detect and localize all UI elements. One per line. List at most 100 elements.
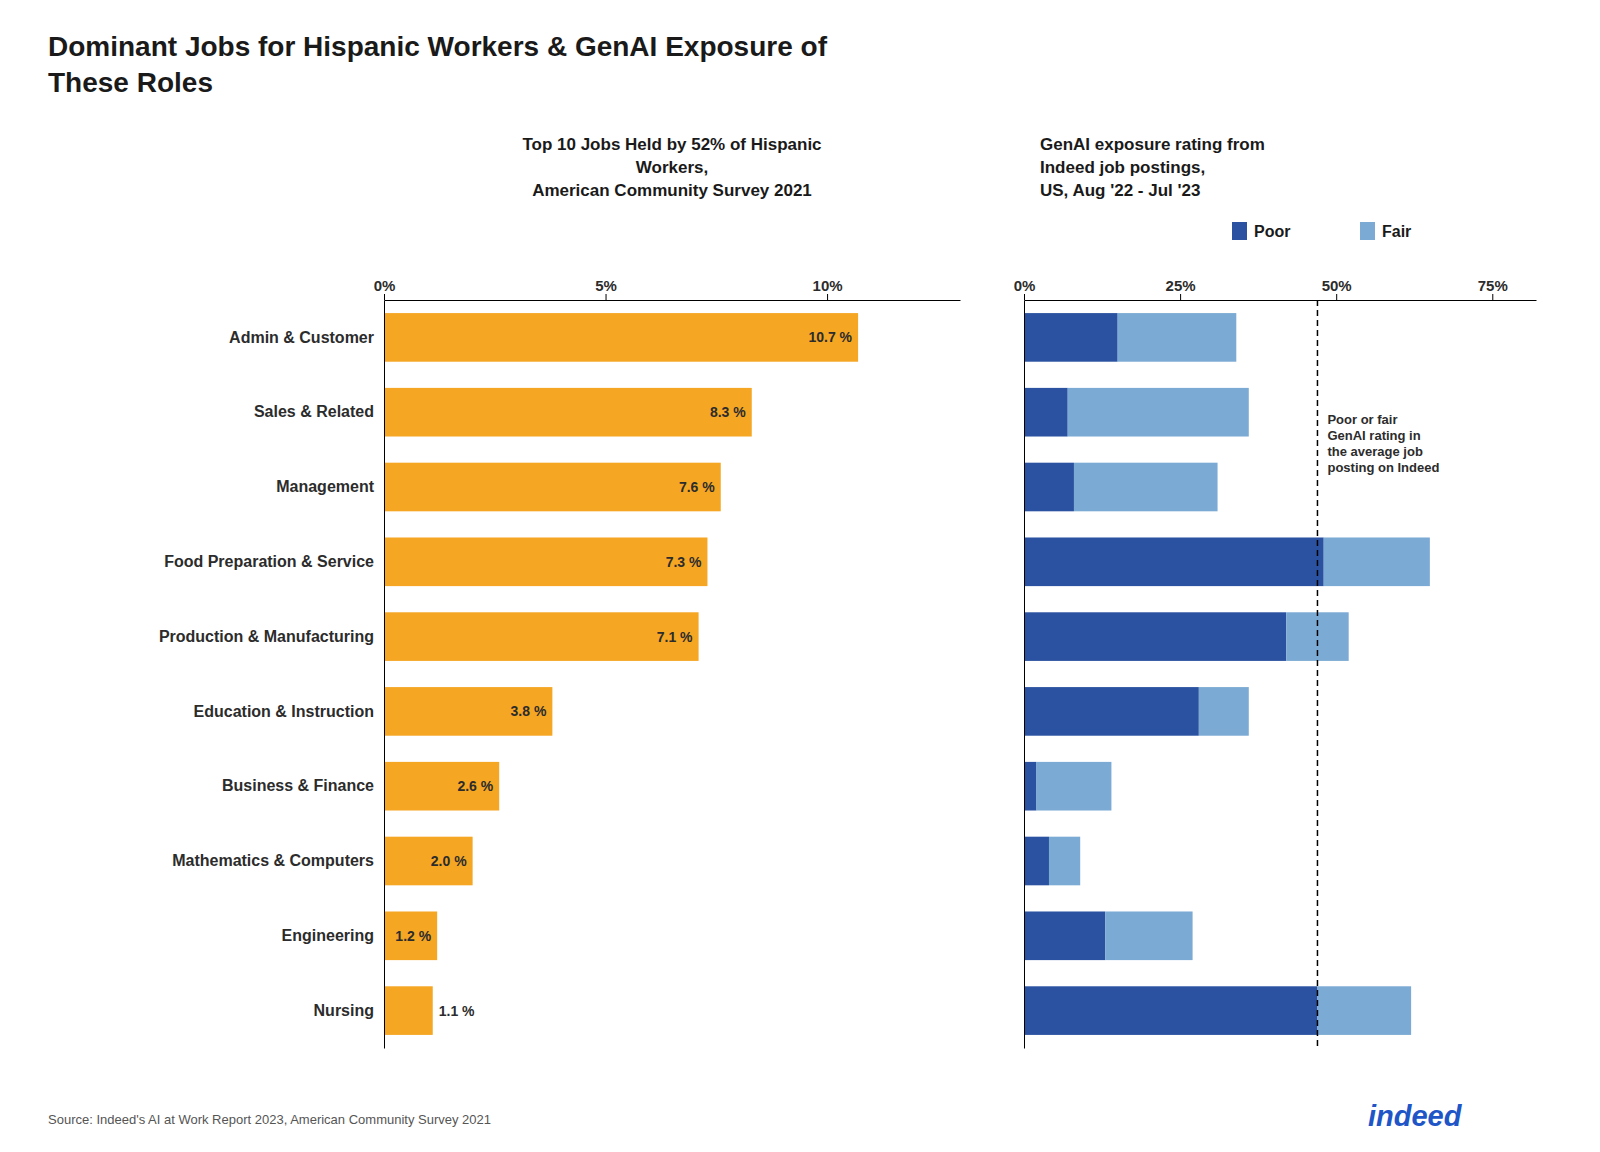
tick: 0% [1014,277,1036,300]
data-label: 7.1 % [657,629,693,645]
tick-label: 75% [1478,277,1508,294]
data-label: 1.2 % [395,928,431,944]
tick-label: Food Preparation & Service [164,553,374,570]
tick: Admin & Customer [229,329,384,346]
bar [384,687,552,736]
tick-label: Education & Instruction [194,703,374,720]
bar [1199,687,1249,736]
bar [1317,986,1411,1035]
tick-label: 25% [1166,277,1196,294]
y-axis: Admin & Customer Sales & Related Managemen… [159,301,385,1049]
tick: 75% [1478,277,1508,300]
tick-mark [1024,294,1025,300]
data-label: 2.0 % [431,853,467,869]
subtitle: Top 10 Jobs Held by 52% of Hispanic Worke… [522,135,821,200]
text-line: Indeed job postings, [1040,158,1205,177]
tick-mark [1492,294,1493,300]
axis-line [384,301,385,1049]
x-axis: 0% 25% 50% 75% [1014,277,1537,301]
data-label: 8.3 % [710,404,746,420]
text-line: American Community Survey 2021 [532,181,812,200]
bar [1024,612,1286,661]
bar [1024,911,1105,960]
tick-mark [827,294,828,300]
tick: Education & Instruction [194,703,384,720]
tick: 5% [595,277,617,300]
x-axis: 0% 5% 10% [374,277,961,301]
tick-mark [1180,294,1181,300]
tick-label: Sales & Related [254,403,374,420]
legend-label: Fair [1382,223,1411,240]
bar [1105,911,1192,960]
text-line: the average job [1327,444,1422,459]
logo-text: indeed [1368,1100,1463,1132]
data-label: 10.7 % [808,329,852,345]
tick-label: Admin & Customer [229,329,374,346]
tick-mark [384,294,385,300]
bar [384,837,473,886]
chart-title: Dominant Jobs for Hispanic Workers & Gen… [48,31,828,98]
tick: 50% [1322,277,1352,300]
tick: Management [276,478,384,495]
bar [1118,313,1237,362]
subtitle: GenAI exposure rating from Indeed job pos… [1040,135,1265,200]
text-line: Poor or fair [1327,412,1397,427]
bar [1024,313,1118,362]
text-line: These Roles [48,67,213,98]
tick: Nursing [314,1002,384,1019]
series-1 [1036,313,1429,1035]
bar [1024,388,1068,437]
bar [384,537,707,586]
bar [384,986,433,1035]
source-note: Source: Indeed's AI at Work Report 2023,… [48,1112,491,1127]
bar [1024,762,1036,811]
data-label: 7.6 % [679,479,715,495]
text-line: GenAI rating in [1327,428,1420,443]
tick-label: 50% [1322,277,1352,294]
text-line: Source: Indeed's AI at Work Report 2023,… [48,1112,491,1127]
tick: 25% [1166,277,1196,300]
tick: 10% [813,277,843,300]
reference-line [1317,300,1319,1048]
text-line: indeed [1368,1100,1463,1132]
bar [1068,388,1249,437]
text-line: Workers, [636,158,708,177]
bar [1074,463,1218,512]
tick-label: Engineering [282,927,374,944]
data-labels: 10.7 % 8.3 % 7.6 % 7.3 % 7.1 % 3.8 % 2.6 % 2.0 … [395,329,852,1018]
bar [1024,986,1317,1035]
series-0 [384,313,858,1035]
data-label: 2.6 % [457,778,493,794]
bar [384,388,752,437]
annotation: Poor or fairGenAI rating inthe average j… [1327,412,1439,475]
bar [384,762,499,811]
axis-line [1024,301,1025,1049]
bar [1024,687,1199,736]
text-line: Top 10 Jobs Held by 52% of Hispanic [522,135,821,154]
text-line: US, Aug '22 - Jul '23 [1040,181,1201,200]
bar [1024,463,1074,512]
tick: Sales & Related [254,403,384,420]
axis-line [385,300,961,301]
tick: Engineering [282,927,384,944]
bar [1024,537,1324,586]
axis-line [1025,300,1537,301]
data-label: 3.8 % [511,703,547,719]
chart-0: Dominant Jobs for Hispanic Workers & Gen… [48,31,1463,1132]
chart-1: GenAI exposure rating from Indeed job pos… [1014,135,1537,1049]
text-line: posting on Indeed [1327,460,1439,475]
data-label: 1.1 % [439,1003,475,1019]
tick: 0% [374,277,396,300]
data-label: 7.3 % [666,554,702,570]
tick-mark [1336,294,1337,300]
bar [384,463,721,512]
tick: Mathematics & Computers [172,852,384,869]
bar [1049,837,1080,886]
legend-label: Poor [1254,223,1290,240]
legend: Poor Fair [1232,222,1411,240]
bar [384,911,437,960]
tick-label: 0% [1014,277,1036,294]
tick-mark [606,294,607,300]
bar [1024,837,1049,886]
text-line: GenAI exposure rating from [1040,135,1265,154]
